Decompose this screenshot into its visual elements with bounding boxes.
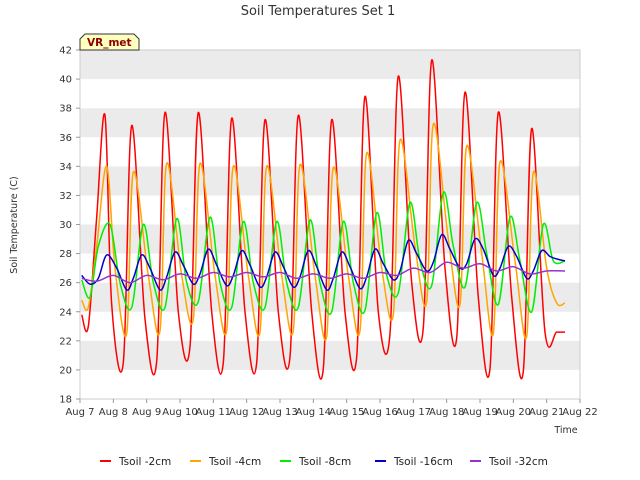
series-line-tsoil-2cm xyxy=(80,59,565,380)
legend-item-tsoil-4cm: Tsoil -4cm xyxy=(190,456,261,468)
x-tick-label: Aug 17 xyxy=(396,407,431,418)
grid-band xyxy=(80,79,580,109)
legend-item-tsoil-8cm: Tsoil -8cm xyxy=(280,456,351,468)
grid-band xyxy=(80,369,580,399)
y-axis-title: Soil Temperature (C) xyxy=(9,176,20,273)
legend-label: Tsoil -32cm xyxy=(488,456,548,468)
y-tick-label: 26 xyxy=(59,278,72,289)
x-tick-label: Aug 22 xyxy=(562,407,597,418)
legend-item-tsoil-16cm: Tsoil -16cm xyxy=(375,456,453,468)
y-tick-label: 30 xyxy=(59,220,72,231)
vr-met-badge: VR_met xyxy=(79,33,140,51)
x-tick-label: Aug 20 xyxy=(496,407,531,418)
grid-band xyxy=(80,166,580,196)
x-tick-label: Aug 11 xyxy=(196,407,231,418)
y-tick-label: 34 xyxy=(59,162,72,173)
x-tick-label: Aug 21 xyxy=(529,407,564,418)
grid-band xyxy=(80,50,580,80)
y-tick-label: 22 xyxy=(59,336,72,347)
x-tick-label: Aug 16 xyxy=(362,407,397,418)
y-tick-label: 32 xyxy=(59,191,72,202)
x-tick-label: Aug 14 xyxy=(296,407,331,418)
series-layer xyxy=(80,59,566,380)
y-tick-label: 18 xyxy=(59,395,72,406)
y-tick-label: 20 xyxy=(59,365,72,376)
badge-box xyxy=(79,33,140,51)
legend-label: Tsoil -16cm xyxy=(393,456,453,468)
y-axis: 18 20 22 24 26 28 30 32 34 36 38 40 42 xyxy=(59,46,80,406)
y-tick-label: 42 xyxy=(59,46,72,57)
x-tick-label: Aug 12 xyxy=(229,407,264,418)
series-line-tsoil-8cm xyxy=(80,191,566,315)
chart-title: Soil Temperatures Set 1 xyxy=(241,4,396,19)
legend-item-tsoil-32cm: Tsoil -32cm xyxy=(470,456,548,468)
x-tick-label: Aug 18 xyxy=(429,407,464,418)
y-tick-label: 24 xyxy=(59,307,72,318)
grid-band xyxy=(80,311,580,341)
series-line-tsoil-32cm xyxy=(81,261,566,284)
legend-label: Tsoil -8cm xyxy=(298,456,351,468)
x-tick-label: Aug 15 xyxy=(329,407,364,418)
legend-label: Tsoil -4cm xyxy=(208,456,261,468)
y-tick-label: 40 xyxy=(59,75,72,86)
x-tick-label: Aug 8 xyxy=(99,407,128,418)
x-tick-label: Aug 19 xyxy=(462,407,497,418)
x-axis-title: Time xyxy=(553,425,577,436)
legend-item-tsoil-2cm: Tsoil -2cm xyxy=(100,456,171,468)
legend-label: Tsoil -2cm xyxy=(118,456,171,468)
y-tick-label: 28 xyxy=(59,249,72,260)
badge-label: VR_met xyxy=(87,37,132,49)
series-line-tsoil-16cm xyxy=(81,233,566,291)
x-tick-label: Aug 13 xyxy=(262,407,297,418)
y-tick-label: 38 xyxy=(59,104,72,115)
legend: Tsoil -2cm Tsoil -4cm Tsoil -8cm Tsoil -16c… xyxy=(100,456,548,468)
grid-band xyxy=(80,340,580,370)
x-tick-label: Aug 10 xyxy=(162,407,197,418)
series-line-tsoil-4cm xyxy=(81,122,566,341)
y-tick-label: 36 xyxy=(59,133,72,144)
x-tick-label: Aug 9 xyxy=(132,407,161,418)
x-tick-label: Aug 7 xyxy=(65,407,94,418)
